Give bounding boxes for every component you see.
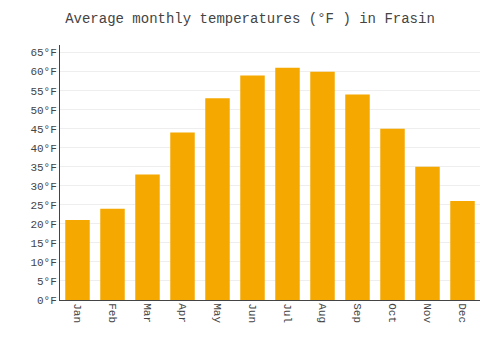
svg-text:Apr: Apr [176,303,188,323]
svg-text:35°F: 35°F [30,162,56,174]
svg-text:May: May [211,303,223,323]
svg-text:0°F: 0°F [37,295,57,307]
svg-text:Dec: Dec [456,303,468,323]
svg-text:Jul: Jul [281,303,293,323]
svg-text:25°F: 25°F [30,200,56,212]
svg-text:60°F: 60°F [30,66,56,78]
svg-text:Nov: Nov [421,303,433,323]
svg-text:5°F: 5°F [37,276,57,288]
svg-text:Oct: Oct [386,303,398,323]
svg-text:15°F: 15°F [30,238,56,250]
svg-text:40°F: 40°F [30,143,56,155]
svg-text:10°F: 10°F [30,257,56,269]
svg-text:Aug: Aug [316,303,328,323]
svg-text:20°F: 20°F [30,219,56,231]
svg-text:Jun: Jun [246,303,258,323]
svg-text:55°F: 55°F [30,86,56,98]
svg-text:45°F: 45°F [30,124,56,136]
svg-text:Sep: Sep [351,303,363,323]
svg-text:50°F: 50°F [30,105,56,117]
svg-text:Average monthly temperatures (: Average monthly temperatures (°F ) in Fr… [65,11,435,27]
svg-text:Mar: Mar [141,303,153,323]
svg-text:65°F: 65°F [30,47,56,59]
svg-text:Jan: Jan [71,303,83,323]
svg-text:30°F: 30°F [30,181,56,193]
svg-text:Feb: Feb [106,303,118,323]
